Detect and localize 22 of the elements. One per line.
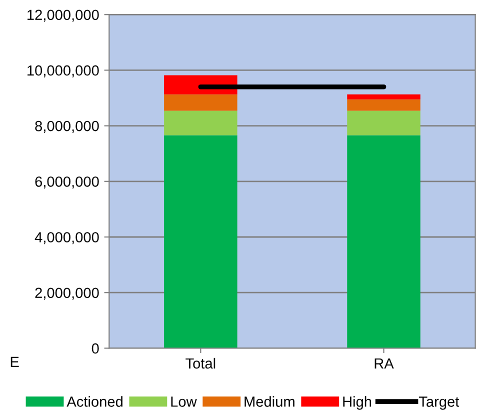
bar <box>164 94 238 111</box>
legend-label: High <box>343 396 372 410</box>
y-tick-label: 2,000,000 <box>35 288 99 300</box>
bar <box>347 94 420 100</box>
legend-label: Medium <box>244 396 294 407</box>
x-tick-label: Total <box>186 358 216 369</box>
bar <box>347 135 420 348</box>
legend-label: Low <box>171 396 197 407</box>
bar <box>164 110 238 136</box>
y-tick-label: 12,000,000 <box>28 10 99 22</box>
legend-label: Target <box>418 396 460 410</box>
legend-label: Actioned <box>66 396 122 407</box>
bar <box>347 99 420 111</box>
x-tick-label: RA <box>374 358 394 368</box>
y-tick-label: 10,000,000 <box>28 65 99 78</box>
bar <box>164 135 238 348</box>
y-tick-label: 0 <box>92 343 99 354</box>
y-tick-label: 8,000,000 <box>35 120 99 133</box>
y-tick-label: 4,000,000 <box>34 232 99 244</box>
text: E <box>10 356 19 367</box>
bar <box>347 110 420 136</box>
y-tick-label: 6,000,000 <box>35 176 99 189</box>
